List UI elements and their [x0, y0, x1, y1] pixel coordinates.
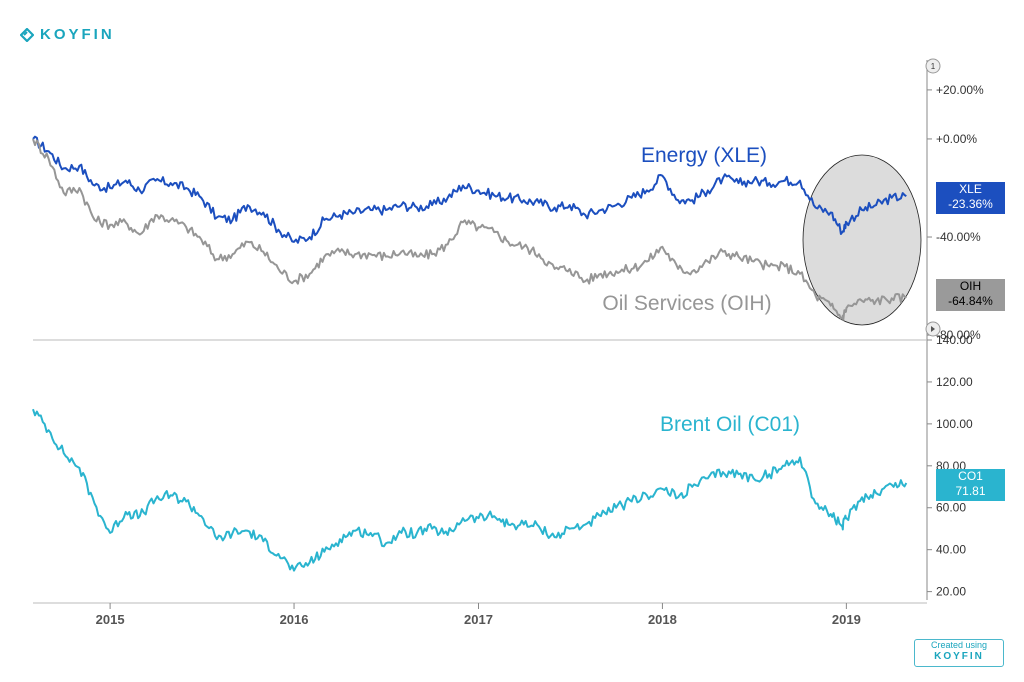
co1-badge-label: CO1 [958, 469, 983, 483]
y-tick-label-1-5: 40.00 [936, 543, 966, 557]
axis-marker-label: 1 [931, 62, 936, 71]
oih-badge-value: -64.84% [948, 294, 993, 308]
axis-marker-1: 1 [925, 58, 941, 74]
series-line-oih [32, 138, 907, 321]
xle-badge-value: -23.36% [948, 197, 993, 211]
y-tick-label-0-0: +20.00% [936, 83, 984, 97]
x-tick-label-2015: 2015 [96, 612, 125, 627]
oih-badge-label: OIH [959, 279, 982, 293]
x-tick-label-2017: 2017 [464, 612, 493, 627]
axis-divider-arrow [931, 326, 935, 332]
highlight-ellipse [802, 154, 922, 326]
y-tick-label-1-1: 120.00 [936, 375, 973, 389]
co1-last-value-badge: CO1 71.81 [936, 469, 1005, 501]
annotation-co1: Brent Oil (C01) [660, 413, 800, 436]
y-tick-label-0-1: +0.00% [936, 132, 977, 146]
oih-last-value-badge: OIH -64.84% [936, 279, 1005, 311]
created-using-label: Created using [930, 640, 988, 650]
xle-last-value-badge: XLE -23.36% [936, 182, 1005, 214]
co1-badge-value: 71.81 [955, 484, 986, 498]
koyfin-diamond-icon [20, 27, 34, 42]
y-tick-label-0-3: -80.00% [936, 328, 981, 342]
y-tick-label-1-6: 20.00 [936, 585, 966, 599]
xle-badge-label: XLE [959, 182, 982, 196]
x-tick-label-2016: 2016 [280, 612, 309, 627]
created-using-koyfin-link[interactable]: Created using KOYFIN [914, 639, 1004, 667]
koyfin-logo: KOYFIN [20, 26, 115, 43]
axis-divider-handle [925, 321, 941, 337]
x-tick-label-2018: 2018 [648, 612, 677, 627]
y-tick-label-1-4: 60.00 [936, 501, 966, 515]
y-tick-label-0-2: -40.00% [936, 230, 981, 244]
created-using-brand: KOYFIN [934, 651, 984, 662]
annotation-xle: Energy (XLE) [641, 144, 767, 167]
koyfin-logo-text: KOYFIN [40, 26, 115, 43]
annotation-oih: Oil Services (OIH) [602, 292, 771, 315]
axis-marker-circle [925, 58, 941, 74]
y-tick-label-1-0: 140.00 [936, 333, 973, 347]
x-tick-label-2019: 2019 [832, 612, 861, 627]
series-line-co1 [32, 408, 908, 572]
series-line-xle [32, 135, 907, 244]
y-tick-label-1-2: 100.00 [936, 417, 973, 431]
